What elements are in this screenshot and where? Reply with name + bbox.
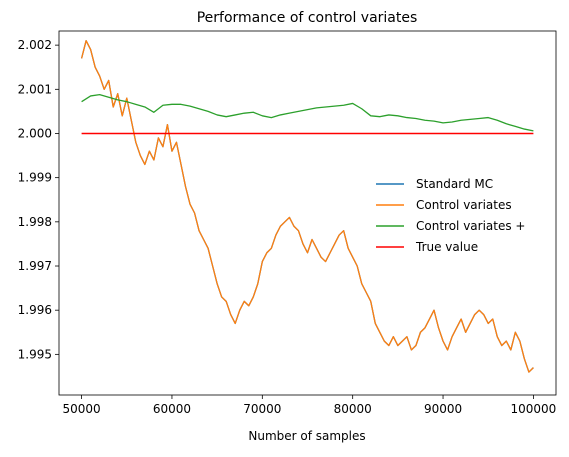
x-tick-label: 100000	[511, 402, 557, 416]
x-axis-label: Number of samples	[248, 429, 365, 443]
legend: Standard MC Control variates Control varia…	[376, 177, 525, 254]
y-tick-label: 2.000	[18, 126, 52, 140]
y-tick-label: 1.997	[18, 259, 52, 273]
x-tick-label: 50000	[62, 402, 100, 416]
legend-label-control-variates-plus: Control variates +	[416, 219, 525, 233]
y-tick-label: 2.002	[18, 38, 52, 52]
x-tick-label: 80000	[334, 402, 372, 416]
legend-label-true-value: True value	[415, 240, 478, 254]
x-tick-label: 70000	[243, 402, 281, 416]
series-line-control-variates-plus	[81, 93, 534, 132]
y-tick-label: 1.995	[18, 347, 52, 361]
y-tick-label: 1.996	[18, 303, 52, 317]
x-tick-label: 60000	[153, 402, 191, 416]
legend-label-standard-mc: Standard MC	[416, 177, 493, 191]
y-tick-label: 1.998	[18, 215, 52, 229]
y-tick-label: 2.001	[18, 82, 52, 96]
chart-title: Performance of control variates	[197, 10, 418, 26]
series-line-control-variates	[80, 40, 534, 373]
legend-label-control-variates: Control variates	[416, 198, 512, 212]
plot-area-frame	[58, 30, 557, 396]
y-tick-label: 1.999	[18, 171, 52, 185]
x-tick-label: 90000	[424, 402, 462, 416]
